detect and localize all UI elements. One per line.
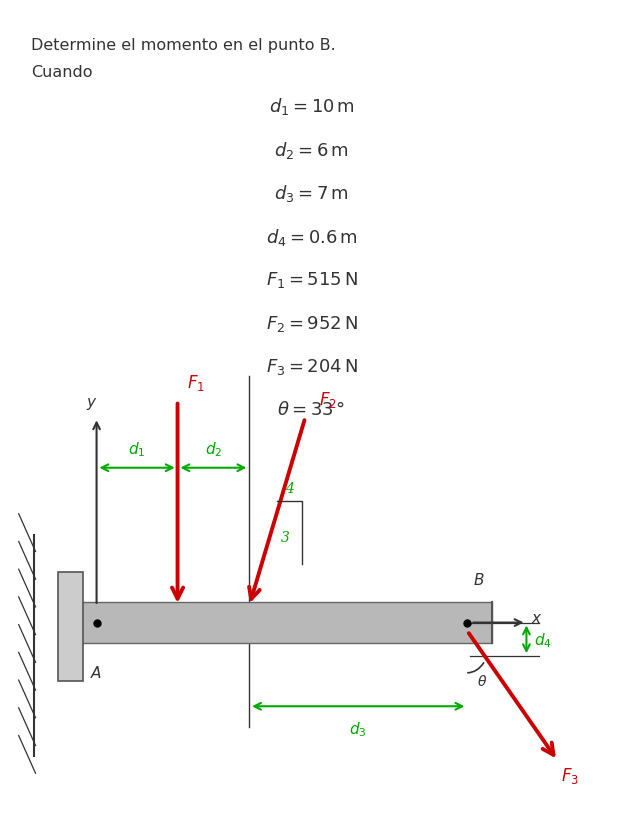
Text: $d_4$: $d_4$ [534, 630, 552, 649]
Text: $d_3$: $d_3$ [350, 719, 367, 737]
Text: 3: 3 [280, 530, 289, 544]
Text: $\theta$: $\theta$ [477, 673, 487, 688]
Text: $y$: $y$ [86, 395, 97, 411]
Text: $\theta = 33\,°$: $\theta = 33\,°$ [277, 400, 346, 419]
Text: 4: 4 [285, 481, 294, 495]
Text: $x$: $x$ [531, 612, 543, 625]
Bar [58, 573, 83, 681]
Text: $F_2 = 952\,\mathrm{N}$: $F_2 = 952\,\mathrm{N}$ [265, 314, 358, 334]
Text: $F_3 = 204\,\mathrm{N}$: $F_3 = 204\,\mathrm{N}$ [265, 357, 358, 377]
Text: $F_1 = 515\,\mathrm{N}$: $F_1 = 515\,\mathrm{N}$ [265, 270, 358, 290]
Text: $d_2$: $d_2$ [205, 440, 222, 458]
Text: Determine el momento en el punto B.: Determine el momento en el punto B. [31, 38, 336, 53]
Text: $B$: $B$ [473, 571, 485, 587]
Text: $F_2$: $F_2$ [319, 390, 337, 410]
Text: $F_1$: $F_1$ [187, 373, 205, 393]
Text: $d_3 = 7\,\mathrm{m}$: $d_3 = 7\,\mathrm{m}$ [274, 183, 349, 204]
Text: $F_3$: $F_3$ [561, 765, 579, 785]
Text: $d_4 = 0.6\,\mathrm{m}$: $d_4 = 0.6\,\mathrm{m}$ [265, 227, 358, 247]
Text: $d_2 = 6\,\mathrm{m}$: $d_2 = 6\,\mathrm{m}$ [274, 140, 349, 161]
Text: $A$: $A$ [90, 665, 103, 681]
Bar [81, 602, 492, 644]
Text: Cuando: Cuando [31, 65, 93, 80]
Text: $d_1 = 10\,\mathrm{m}$: $d_1 = 10\,\mathrm{m}$ [269, 96, 354, 117]
Text: $d_1$: $d_1$ [128, 440, 146, 458]
